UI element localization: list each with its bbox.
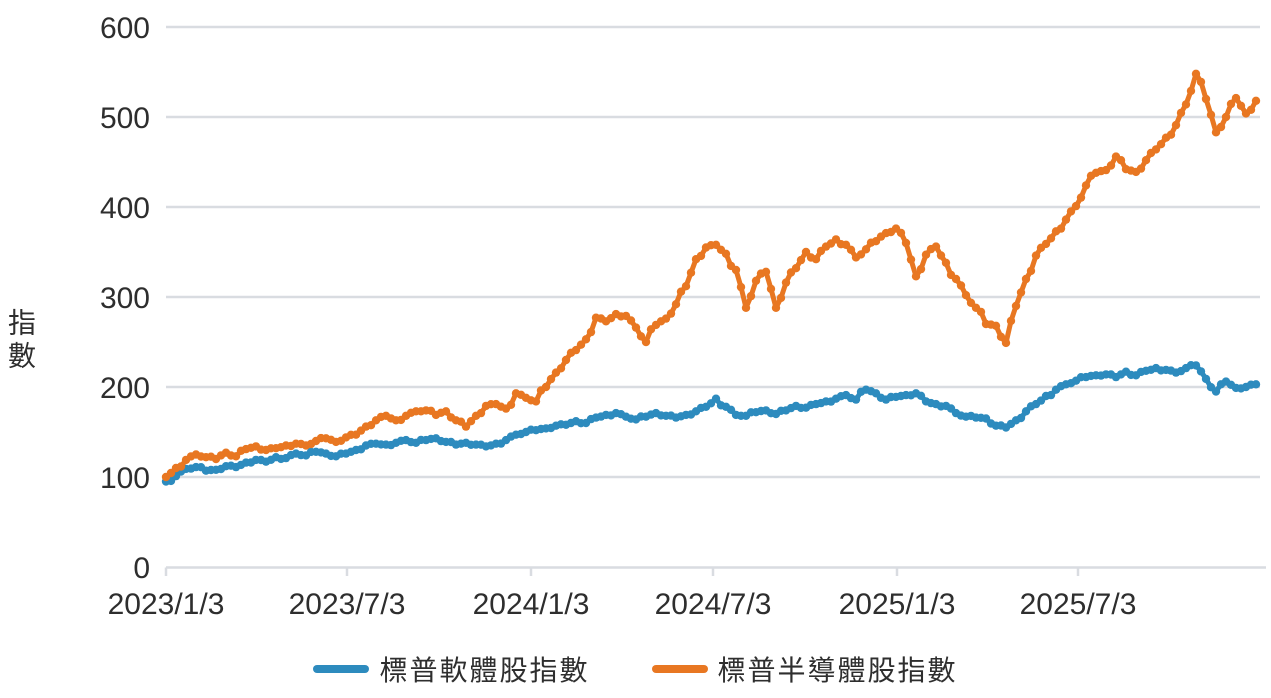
legend-swatch-semiconductor (651, 665, 708, 673)
series-line (163, 71, 1259, 480)
y-tick-label: 400 (100, 192, 150, 225)
series-software (161, 361, 1261, 486)
x-tick-label: 2023/7/3 (289, 588, 406, 621)
x-tick-label: 2025/7/3 (1020, 588, 1137, 621)
y-tick-label: 0 (133, 552, 150, 585)
legend-label-semiconductor: 標普半導體股指數 (717, 655, 958, 686)
legend-label-software: 標普軟體股指數 (379, 655, 590, 686)
legend-swatch-software (313, 665, 370, 673)
series-semiconductor (161, 69, 1261, 482)
plot-area: 0 100 200 300 400 500 600 2023/1/3 2023/7/3 2024/… (100, 12, 1266, 621)
x-tick-label: 2023/1/3 (108, 588, 225, 621)
y-tick-label: 600 (100, 12, 150, 45)
y-tick-label: 500 (100, 102, 150, 135)
x-tick-label: 2024/7/3 (655, 588, 772, 621)
legend-item-software: 標普軟體股指數 (313, 649, 589, 689)
x-tick-label: 2024/1/3 (473, 588, 590, 621)
y-tick-label: 200 (100, 372, 150, 405)
y-tick-label: 100 (100, 462, 150, 495)
x-tick-label: 2025/1/3 (839, 588, 956, 621)
series-line (163, 362, 1259, 484)
y-tick-label: 300 (100, 282, 150, 315)
y-axis-title: 指數 (5, 308, 36, 374)
legend: 標普軟體股指數 標普半導體股指數 (0, 648, 1271, 690)
legend-item-semiconductor: 標普半導體股指數 (651, 649, 958, 689)
